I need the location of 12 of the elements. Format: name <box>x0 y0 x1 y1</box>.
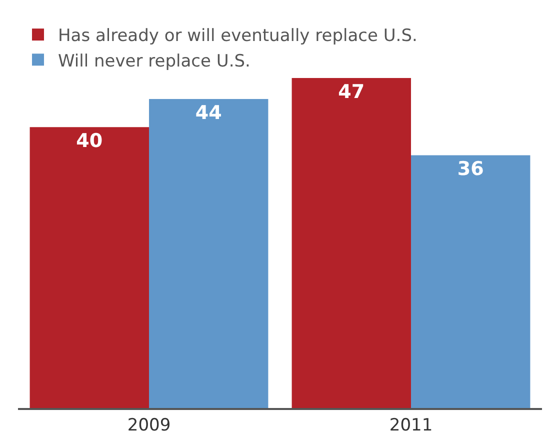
bar <box>411 155 530 408</box>
data-label: 44 <box>195 102 222 124</box>
data-label: 36 <box>457 158 484 180</box>
bar <box>149 99 268 408</box>
bar <box>292 78 411 408</box>
data-label: 40 <box>76 130 103 152</box>
bar <box>30 127 149 408</box>
legend-label: Will never replace U.S. <box>58 51 250 72</box>
legend-label: Has already or will eventually replace U.S. <box>58 26 418 46</box>
x-tick-label: 2011 <box>389 415 433 436</box>
x-tick-label: 2009 <box>127 415 171 436</box>
data-label: 47 <box>338 81 365 103</box>
